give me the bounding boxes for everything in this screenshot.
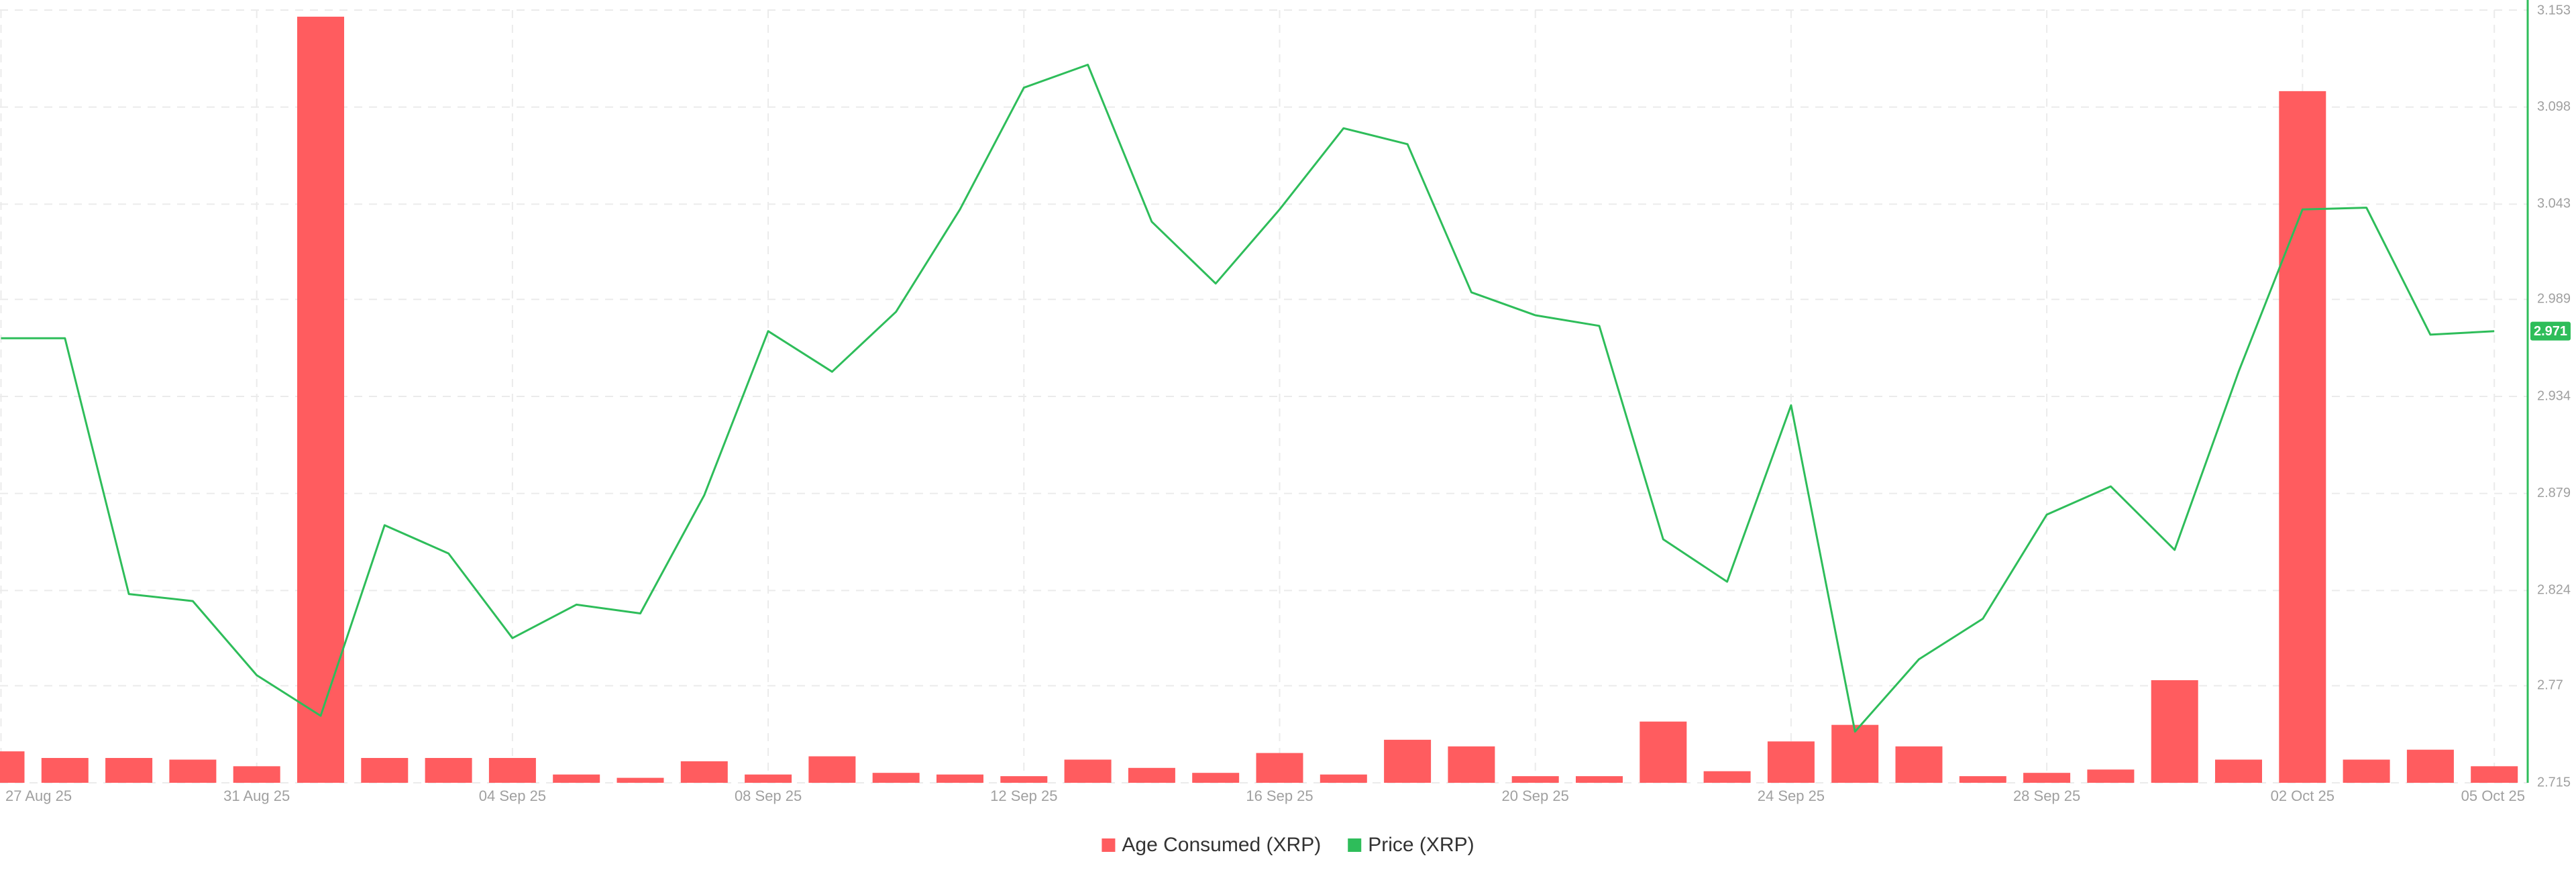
bar (2087, 769, 2135, 783)
bar (2406, 749, 2454, 783)
y2-tick-label: 2.824 (2537, 583, 2571, 598)
bar (1320, 774, 1367, 783)
x-tick-label: 04 Sep 25 (479, 787, 546, 804)
x-tick-label: 16 Sep 25 (1246, 787, 1313, 804)
last-value-badge (2530, 321, 2571, 341)
y2-tick-label: 3.043 (2537, 197, 2571, 211)
bar (425, 757, 472, 783)
legend-label: Price (XRP) (1368, 834, 1474, 856)
bar (2023, 773, 2071, 783)
bar (2151, 680, 2198, 783)
bar (2471, 766, 2518, 783)
x-tick-label: 05 Oct 25 (2461, 787, 2525, 804)
bar (1448, 746, 1495, 783)
bar (41, 757, 89, 783)
bar (745, 774, 792, 783)
y2-tick-label: 2.879 (2537, 486, 2571, 500)
bar (553, 774, 600, 783)
bar (1064, 759, 1112, 783)
y2-tick-label: 2.989 (2537, 292, 2571, 307)
bar (2279, 91, 2326, 783)
bar (872, 773, 920, 783)
bar (169, 759, 217, 783)
legend-label: Age Consumed (XRP) (1122, 834, 1321, 856)
bar (2343, 759, 2390, 783)
bar (1000, 776, 1048, 783)
bar (0, 751, 25, 783)
last-value-label: 2.971 (2534, 324, 2567, 339)
bar (2215, 759, 2262, 783)
bar (361, 757, 409, 783)
bar (808, 756, 856, 783)
x-tick-label: 08 Sep 25 (735, 787, 802, 804)
bar (1511, 776, 1559, 783)
bar (1640, 721, 1687, 783)
x-tick-label: 24 Sep 25 (1758, 787, 1825, 804)
y2-tick-label: 2.77 (2537, 678, 2563, 693)
bar (233, 766, 280, 783)
bar (936, 774, 983, 783)
bar (297, 16, 344, 783)
bar (1767, 741, 1815, 783)
bar (1895, 746, 1943, 783)
bar (1831, 724, 1879, 783)
bar (105, 757, 153, 783)
bar (616, 777, 664, 783)
bar (1384, 739, 1432, 783)
y2-tick-label: 2.715 (2537, 775, 2571, 789)
legend: Age Consumed (XRP) Price (XRP) (1102, 834, 1474, 856)
price-line (1, 64, 2495, 733)
bar (1959, 776, 2006, 783)
bar (1128, 767, 1175, 783)
x-tick-label: 20 Sep 25 (1502, 787, 1569, 804)
bar (680, 761, 728, 783)
bar (1576, 776, 1623, 783)
x-tick-label: 02 Oct 25 (2271, 787, 2334, 804)
bar (1256, 753, 1303, 783)
y2-tick-label: 2.934 (2537, 388, 2571, 403)
legend-swatch (1102, 838, 1116, 852)
y2-tick-label: 3.098 (2537, 99, 2571, 114)
legend-swatch (1348, 838, 1362, 852)
x-tick-label: 31 Aug 25 (223, 787, 290, 804)
x-tick-label: 12 Sep 25 (990, 787, 1057, 804)
x-tick-label: 27 Aug 25 (5, 787, 72, 804)
y2-tick-label: 3.153 (2537, 3, 2571, 17)
bar (1703, 771, 1751, 783)
bar (1192, 773, 1240, 783)
x-tick-label: 28 Sep 25 (2013, 787, 2080, 804)
bar (488, 757, 536, 783)
